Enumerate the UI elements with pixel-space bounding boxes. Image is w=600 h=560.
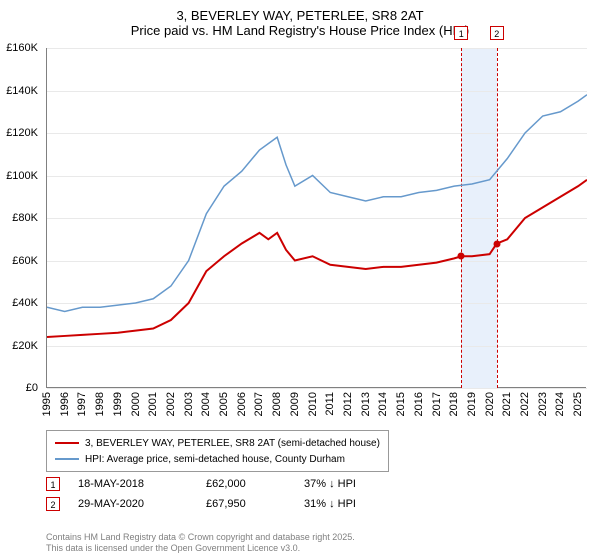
x-axis-label: 2014 [377, 392, 389, 416]
x-axis-label: 2020 [484, 392, 496, 416]
x-axis-label: 2013 [360, 392, 372, 416]
x-axis-label: 2019 [466, 392, 478, 416]
x-axis-label: 2006 [236, 392, 248, 416]
y-axis-label: £80K [0, 212, 38, 224]
legend-item: 3, BEVERLEY WAY, PETERLEE, SR8 2AT (semi… [55, 435, 380, 451]
title-line1: 3, BEVERLEY WAY, PETERLEE, SR8 2AT [0, 8, 600, 23]
transaction-row: 2 29-MAY-2020 £67,950 31% ↓ HPI [46, 494, 414, 514]
x-axis-label: 1999 [112, 392, 124, 416]
x-axis-label: 1996 [59, 392, 71, 416]
x-axis-label: 2023 [537, 392, 549, 416]
sale-marker-number: 1 [454, 26, 468, 40]
footer-line2: This data is licensed under the Open Gov… [46, 543, 355, 554]
transaction-number: 2 [46, 497, 60, 511]
x-axis-label: 2025 [572, 392, 584, 416]
transaction-date: 29-MAY-2020 [78, 498, 188, 510]
chart-title: 3, BEVERLEY WAY, PETERLEE, SR8 2AT Price… [0, 0, 600, 42]
transaction-price: £62,000 [206, 478, 286, 490]
legend-swatch [55, 458, 79, 460]
x-axis-label: 2018 [448, 392, 460, 416]
x-axis-label: 2009 [289, 392, 301, 416]
y-axis-label: £0 [0, 382, 38, 394]
x-axis-label: 2022 [519, 392, 531, 416]
series-line [47, 95, 587, 312]
chart-lines [47, 48, 587, 388]
x-axis-label: 2011 [324, 392, 336, 416]
x-axis-label: 2016 [413, 392, 425, 416]
x-axis-label: 1997 [76, 392, 88, 416]
transaction-price: £67,950 [206, 498, 286, 510]
chart-legend: 3, BEVERLEY WAY, PETERLEE, SR8 2AT (semi… [46, 430, 389, 472]
sale-data-point [458, 253, 465, 260]
series-line [47, 180, 587, 337]
transaction-delta: 31% ↓ HPI [304, 498, 414, 510]
transaction-date: 18-MAY-2018 [78, 478, 188, 490]
y-axis-label: £20K [0, 340, 38, 352]
x-axis-label: 2015 [395, 392, 407, 416]
y-axis-label: £140K [0, 85, 38, 97]
x-axis-label: 2001 [147, 392, 159, 416]
x-axis-label: 2003 [183, 392, 195, 416]
legend-label: HPI: Average price, semi-detached house,… [85, 454, 345, 465]
y-axis-label: £120K [0, 127, 38, 139]
x-axis-label: 2007 [253, 392, 265, 416]
footer-line1: Contains HM Land Registry data © Crown c… [46, 532, 355, 543]
transaction-row: 1 18-MAY-2018 £62,000 37% ↓ HPI [46, 474, 414, 494]
legend-label: 3, BEVERLEY WAY, PETERLEE, SR8 2AT (semi… [85, 438, 380, 449]
y-axis-label: £40K [0, 297, 38, 309]
x-axis-label: 1998 [94, 392, 106, 416]
y-axis-label: £60K [0, 255, 38, 267]
gridline [47, 388, 587, 389]
transaction-delta: 37% ↓ HPI [304, 478, 414, 490]
x-axis-label: 2000 [130, 392, 142, 416]
chart-plot-area: £0£20K£40K£60K£80K£100K£120K£140K£160K19… [46, 48, 586, 388]
sale-marker-number: 2 [490, 26, 504, 40]
y-axis-label: £100K [0, 170, 38, 182]
x-axis-label: 2005 [218, 392, 230, 416]
transaction-number: 1 [46, 477, 60, 491]
x-axis-label: 1995 [41, 392, 53, 416]
transactions-table: 1 18-MAY-2018 £62,000 37% ↓ HPI 2 29-MAY-2020… [46, 474, 414, 514]
footer-attribution: Contains HM Land Registry data © Crown c… [46, 532, 355, 555]
legend-swatch [55, 442, 79, 444]
x-axis-label: 2012 [342, 392, 354, 416]
sale-data-point [493, 240, 500, 247]
x-axis-label: 2004 [200, 392, 212, 416]
y-axis-label: £160K [0, 42, 38, 54]
x-axis-label: 2021 [501, 392, 513, 416]
legend-item: HPI: Average price, semi-detached house,… [55, 451, 380, 467]
x-axis-label: 2017 [431, 392, 443, 416]
x-axis-label: 2002 [165, 392, 177, 416]
x-axis-label: 2008 [271, 392, 283, 416]
x-axis-label: 2010 [307, 392, 319, 416]
title-line2: Price paid vs. HM Land Registry's House … [0, 23, 600, 38]
x-axis-label: 2024 [554, 392, 566, 416]
